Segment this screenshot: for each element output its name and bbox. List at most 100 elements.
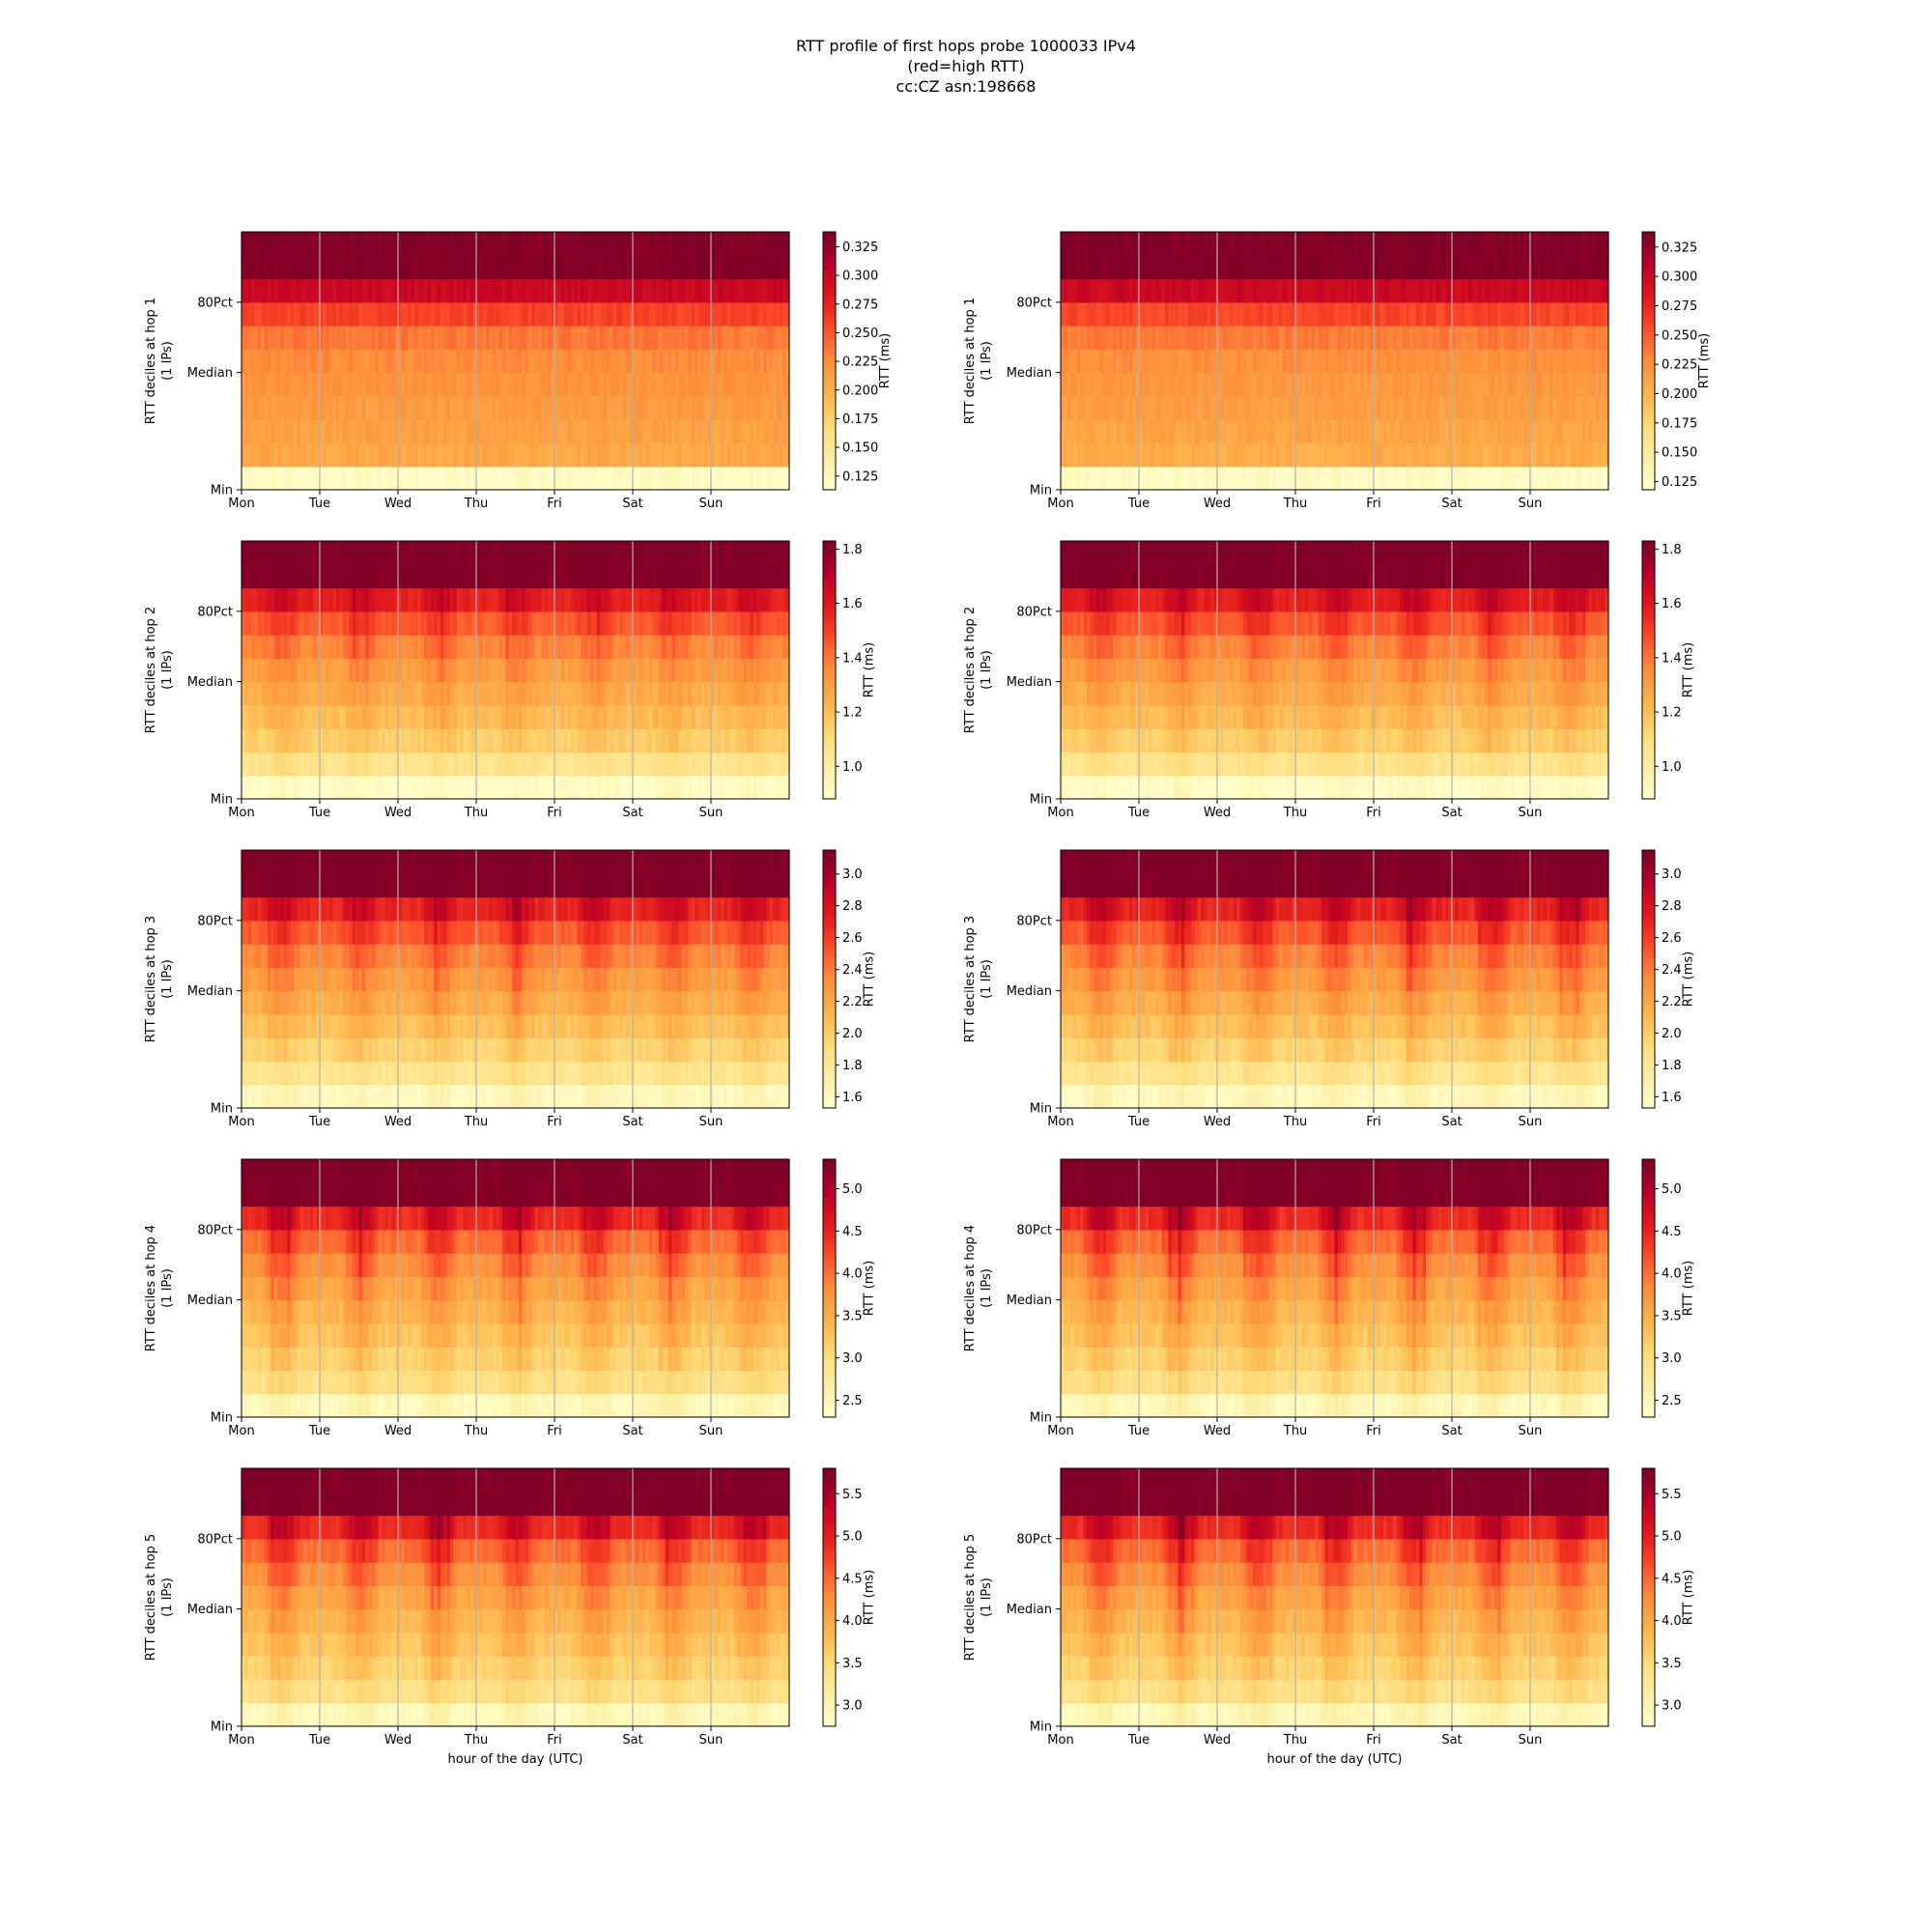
heatmap-cell xyxy=(629,442,634,468)
heatmap-cell xyxy=(404,278,409,303)
heatmap-cell xyxy=(273,301,278,327)
heatmap-cell xyxy=(652,442,657,468)
heatmap-cell xyxy=(607,442,611,468)
heatmap-cell xyxy=(294,278,298,303)
heatmap-cell xyxy=(534,326,539,350)
heatmap-cell xyxy=(633,255,637,280)
heatmap-cell xyxy=(277,372,282,397)
heatmap-cell xyxy=(688,232,693,256)
heatmap-cell xyxy=(534,372,539,397)
heatmap-cell xyxy=(469,372,474,397)
heatmap-cell xyxy=(695,255,699,280)
heatmap-cell xyxy=(633,419,637,444)
heatmap-cell xyxy=(326,466,330,491)
heatmap-cell xyxy=(486,278,491,303)
heatmap-cell xyxy=(548,419,553,444)
heatmap-cell xyxy=(671,255,676,280)
heatmap-cell xyxy=(612,419,617,444)
heatmap-cell xyxy=(531,255,536,280)
heatmap-cell xyxy=(505,232,510,256)
heatmap-cell xyxy=(548,232,553,256)
heatmap-cell xyxy=(443,301,448,327)
heatmap-cell xyxy=(642,278,647,303)
heatmap-cell xyxy=(427,349,432,374)
heatmap-cell xyxy=(378,326,383,350)
heatmap-cell xyxy=(574,301,579,327)
heatmap-cell xyxy=(528,326,532,350)
heatmap-cell xyxy=(297,466,301,491)
heatmap-cell xyxy=(590,372,595,397)
heatmap-cell xyxy=(616,349,621,374)
heatmap-cell xyxy=(290,372,295,397)
heatmap-cell xyxy=(280,372,285,397)
heatmap-cell xyxy=(700,466,705,491)
heatmap-cell xyxy=(437,255,441,280)
heatmap-cell xyxy=(633,278,637,303)
heatmap-cell xyxy=(440,419,444,444)
heatmap-cell xyxy=(309,419,314,444)
heatmap-cell xyxy=(678,395,683,420)
heatmap-cell xyxy=(525,278,529,303)
heatmap-cell xyxy=(313,372,318,397)
heatmap-cell xyxy=(586,255,591,280)
heatmap-cell xyxy=(309,466,314,491)
heatmap-cell xyxy=(538,278,543,303)
heatmap-cell xyxy=(695,301,699,327)
heatmap-cell xyxy=(622,301,627,327)
heatmap-cell xyxy=(639,372,643,397)
heatmap-cell xyxy=(394,255,399,280)
heatmap-cell xyxy=(242,395,245,420)
heatmap-cell xyxy=(424,372,428,397)
heatmap-cell xyxy=(280,278,285,303)
heatmap-cell xyxy=(619,326,624,350)
heatmap-cell xyxy=(294,255,298,280)
heatmap-cell xyxy=(581,372,584,397)
heatmap-cell xyxy=(417,349,422,374)
heatmap-cell xyxy=(443,326,448,350)
heatmap-cell xyxy=(671,232,676,256)
colorbar-tick-label: 0.225 xyxy=(1662,358,1697,373)
heatmap-cell xyxy=(277,232,282,256)
heatmap-cell xyxy=(612,232,617,256)
colorbar-label: RTT (ms) xyxy=(878,333,893,388)
heatmap-cell xyxy=(450,419,454,444)
heatmap-cell xyxy=(329,301,334,327)
heatmap-cell xyxy=(486,372,491,397)
heatmap-cell xyxy=(636,349,640,374)
heatmap-cell xyxy=(417,395,422,420)
heatmap-cell xyxy=(512,395,517,420)
title-line-2: (red=high RTT) xyxy=(907,57,1024,75)
heatmap-cell xyxy=(261,278,266,303)
heatmap-cell xyxy=(290,419,295,444)
heatmap-cell xyxy=(352,232,356,256)
heatmap-cell xyxy=(368,232,373,256)
heatmap-cell xyxy=(610,466,614,491)
heatmap-cell xyxy=(247,232,252,256)
heatmap-cell xyxy=(492,466,497,491)
heatmap-cell xyxy=(277,301,282,327)
heatmap-cell xyxy=(469,349,474,374)
heatmap-cell xyxy=(424,442,428,468)
heatmap-cell xyxy=(574,326,579,350)
heatmap-cell xyxy=(297,442,301,468)
heatmap-cell xyxy=(335,232,340,256)
heatmap-cell xyxy=(387,372,392,397)
heatmap-cell xyxy=(268,326,271,350)
heatmap-cell xyxy=(372,278,376,303)
heatmap-cell xyxy=(655,301,660,327)
heatmap-cell xyxy=(408,372,412,397)
heatmap-cell xyxy=(277,395,282,420)
heatmap-cell xyxy=(541,466,546,491)
heatmap-cell xyxy=(372,395,376,420)
heatmap-cell xyxy=(420,419,425,444)
heatmap-cell xyxy=(662,372,667,397)
heatmap-cell xyxy=(531,326,536,350)
heatmap-cell xyxy=(460,301,465,327)
heatmap-cell xyxy=(554,232,558,256)
heatmap-cell xyxy=(417,419,422,444)
heatmap-cell xyxy=(299,395,304,420)
heatmap-cell xyxy=(453,395,458,420)
heatmap-cell xyxy=(648,232,653,256)
heatmap-cell xyxy=(361,395,366,420)
